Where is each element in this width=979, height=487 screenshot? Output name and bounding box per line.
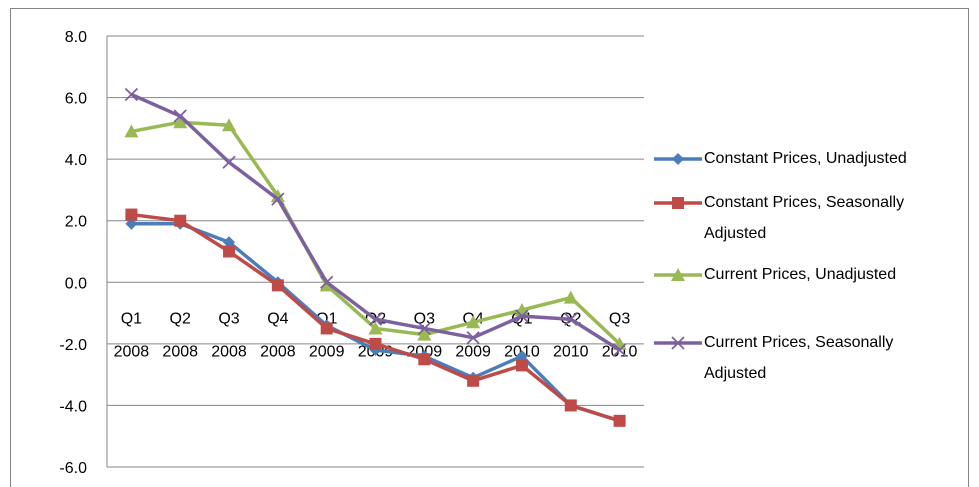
legend-marker (672, 197, 684, 209)
marker (417, 321, 431, 336)
marker (320, 275, 334, 289)
marker (271, 279, 284, 292)
x-tick-label: Q3 2010 (602, 310, 638, 360)
marker (223, 245, 236, 258)
legend-item: Current Prices, Unadjusted (652, 259, 962, 290)
marker (174, 214, 187, 227)
legend-marker (671, 268, 685, 281)
y-tick-label: 0.0 (65, 275, 87, 292)
marker (466, 315, 481, 329)
legend-label: Constant Prices, Seasonally Adjusted (704, 194, 905, 242)
legend-swatch (654, 336, 702, 350)
x-tick-label: Q2 2008 (162, 310, 198, 360)
marker (173, 109, 187, 123)
y-tick-label: 2.0 (65, 214, 87, 231)
y-tick-label: 6.0 (65, 91, 87, 108)
marker (563, 290, 578, 304)
marker (612, 343, 627, 357)
legend-item: Constant Prices, Unadjusted (652, 143, 962, 174)
marker (319, 278, 334, 292)
marker (173, 115, 188, 129)
legend-swatch (654, 153, 702, 165)
legend-marker (672, 153, 684, 165)
y-tick-label: -2.0 (59, 337, 87, 354)
marker (125, 217, 138, 230)
legend-label: Current Prices, Seasonally Adjusted (704, 334, 894, 382)
marker (515, 350, 528, 363)
x-tick-label: Q3 2008 (211, 310, 247, 360)
marker (369, 337, 382, 350)
marker (125, 208, 138, 221)
marker (515, 359, 528, 372)
y-tick-label: 4.0 (65, 152, 87, 169)
legend-swatch (654, 268, 702, 281)
legend-marker (671, 336, 685, 350)
x-tick-label: Q1 2008 (114, 310, 150, 360)
y-tick-label: 8.0 (65, 29, 87, 46)
marker (515, 309, 529, 323)
marker (223, 236, 236, 249)
legend-item: Constant Prices, Seasonally Adjusted (652, 187, 962, 249)
marker (467, 374, 480, 387)
legend-swatch (654, 197, 702, 209)
marker (222, 118, 237, 132)
marker (124, 87, 139, 102)
marker (417, 327, 432, 341)
chart-border (10, 8, 969, 487)
marker (613, 414, 626, 427)
marker (466, 331, 480, 345)
marker (222, 155, 236, 169)
marker (270, 189, 285, 203)
y-tick-label: -6.0 (59, 460, 87, 477)
marker (320, 322, 333, 335)
legend-label: Constant Prices, Unadjusted (704, 150, 907, 167)
legend-label: Current Prices, Unadjusted (704, 266, 897, 283)
legend-item: Current Prices, Seasonally Adjusted (652, 327, 962, 389)
marker (271, 192, 285, 206)
marker (368, 321, 383, 335)
y-tick-label: -4.0 (59, 398, 87, 415)
marker (368, 312, 383, 326)
marker (418, 353, 431, 366)
marker (124, 124, 139, 138)
marker (564, 312, 578, 326)
marker (564, 399, 577, 412)
x-tick-label: Q4 2008 (260, 310, 296, 360)
